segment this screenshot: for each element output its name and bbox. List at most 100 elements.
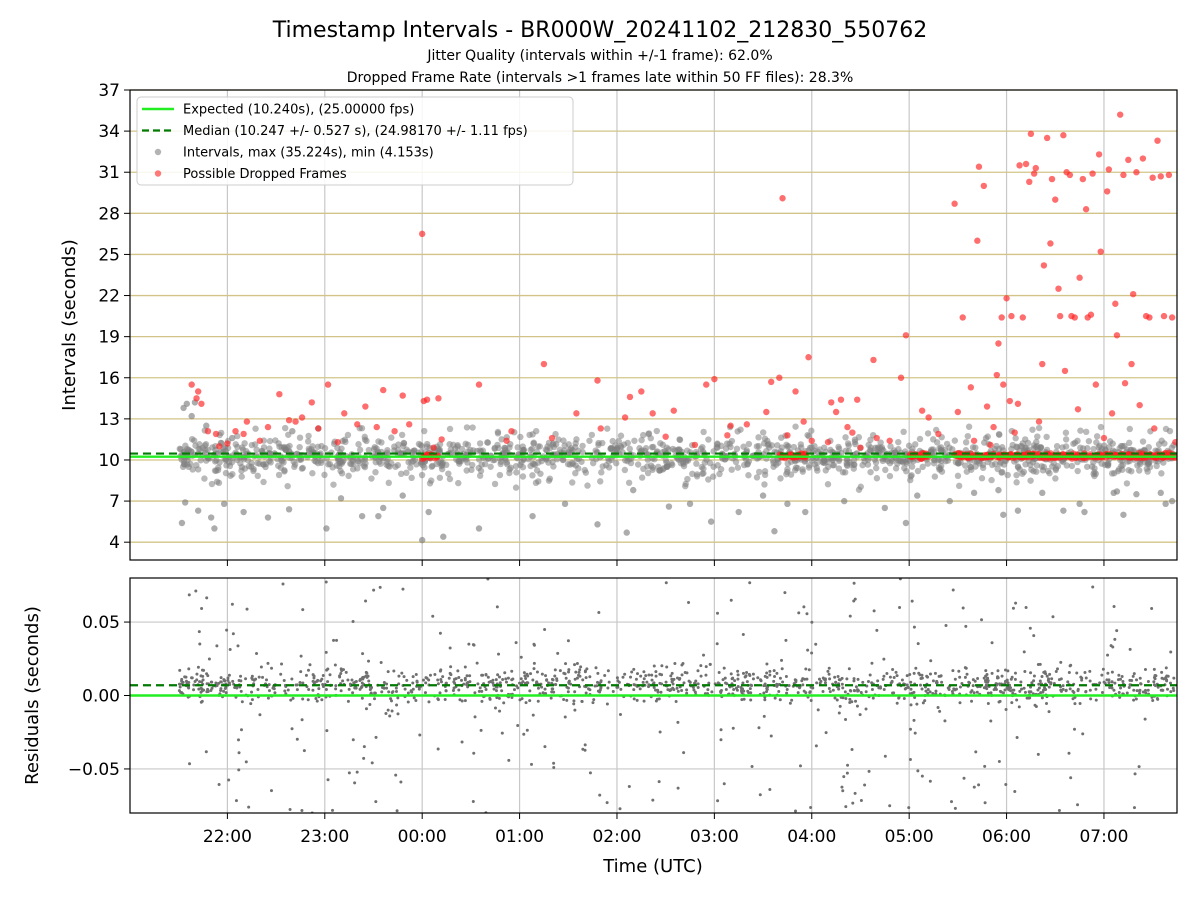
interval-point — [630, 486, 637, 494]
interval-point — [1004, 471, 1011, 479]
residual-point — [194, 589, 198, 593]
residual-point — [866, 680, 870, 684]
interval-point — [446, 425, 454, 433]
interval-point — [421, 427, 428, 435]
residual-point — [848, 697, 852, 701]
residual-point — [1067, 671, 1071, 675]
interval-point — [700, 428, 707, 436]
dropped-frame-point — [935, 430, 942, 438]
dropped-frame-point — [212, 430, 220, 438]
residual-point — [944, 624, 948, 628]
residual-point — [308, 663, 312, 667]
residual-point — [1075, 671, 1079, 675]
interval-point — [266, 437, 274, 445]
residual-point — [809, 805, 813, 809]
interval-point — [1123, 480, 1131, 487]
residual-point — [347, 687, 351, 691]
residual-point — [370, 686, 374, 690]
dropped-frame-point — [418, 230, 426, 238]
residual-point — [683, 671, 687, 675]
residual-point — [307, 687, 311, 691]
interval-point — [291, 463, 298, 471]
residual-point — [291, 696, 295, 700]
residual-point — [844, 805, 848, 809]
residual-point — [642, 677, 646, 681]
residual-point — [524, 701, 528, 705]
residual-point — [1047, 710, 1051, 714]
residual-point — [1054, 670, 1058, 674]
interval-point — [254, 459, 261, 467]
residual-point — [1059, 660, 1063, 664]
residual-point — [986, 702, 990, 706]
residual-point — [569, 682, 573, 686]
residual-point — [751, 672, 755, 676]
residual-point — [180, 677, 184, 681]
residual-point — [1091, 585, 1095, 589]
residual-point — [258, 713, 262, 717]
residual-point — [306, 668, 310, 672]
dropped-frame-point — [1052, 196, 1059, 203]
residual-point — [195, 672, 199, 676]
residual-point — [556, 651, 560, 655]
residual-point — [423, 691, 427, 695]
residual-point — [1138, 676, 1142, 680]
residual-point — [1088, 679, 1092, 683]
residual-point — [751, 677, 755, 681]
residual-point — [951, 588, 955, 592]
residual-point — [431, 614, 435, 618]
residual-point — [630, 670, 634, 674]
interval-point — [560, 437, 567, 444]
residual-point — [545, 678, 549, 682]
residual-point — [494, 689, 498, 693]
residual-point — [809, 699, 813, 703]
residual-point — [607, 680, 611, 684]
dropped-frame-point — [1160, 312, 1168, 320]
residual-point — [775, 684, 779, 688]
residual-point — [671, 682, 675, 686]
interval-point — [455, 457, 462, 465]
residual-point — [340, 669, 344, 673]
interval-point — [179, 463, 187, 471]
interval-point — [458, 445, 466, 453]
dropped-frame-point — [808, 437, 815, 444]
residual-point — [1169, 690, 1173, 694]
residual-point — [980, 618, 984, 622]
residual-point — [364, 670, 368, 674]
interval-point — [1168, 497, 1176, 505]
residual-point — [394, 689, 398, 693]
residual-point — [796, 691, 800, 695]
residual-point — [451, 688, 455, 692]
residual-point — [361, 652, 365, 656]
residual-point — [699, 664, 703, 668]
interval-point — [535, 478, 542, 485]
interval-point — [1019, 440, 1027, 447]
residual-point — [1047, 685, 1051, 689]
residual-point — [674, 699, 678, 703]
residual-point — [797, 611, 801, 615]
residual-point — [411, 681, 415, 685]
residual-point — [217, 681, 221, 685]
residual-point — [906, 686, 910, 690]
dropped-frame-point — [983, 403, 991, 410]
residual-point — [1083, 671, 1087, 675]
interval-point — [943, 440, 951, 448]
residual-point — [687, 600, 691, 604]
residual-point — [606, 669, 610, 673]
residual-point — [543, 627, 547, 631]
interval-point — [546, 445, 554, 452]
interval-point — [260, 478, 267, 486]
dropped-frame-point — [1011, 429, 1018, 436]
interval-point — [842, 434, 849, 441]
residual-point — [1084, 676, 1088, 680]
dropped-frame-point — [951, 200, 958, 207]
residual-point — [833, 675, 837, 679]
residual-point — [936, 705, 940, 709]
interval-point — [604, 425, 611, 432]
dropped-frame-point — [1108, 410, 1116, 417]
residual-point — [805, 612, 809, 616]
residual-point — [199, 700, 203, 704]
interval-point — [1096, 442, 1103, 449]
residual-point — [387, 690, 391, 694]
dropped-frame-point — [897, 374, 905, 381]
residual-point — [299, 654, 303, 658]
